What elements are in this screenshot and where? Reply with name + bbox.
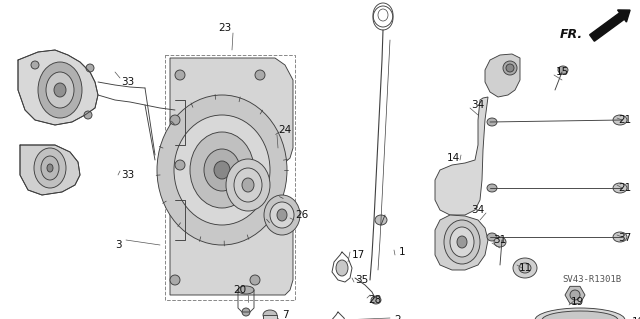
Ellipse shape: [46, 72, 74, 108]
Ellipse shape: [175, 70, 185, 80]
Text: 20: 20: [234, 285, 246, 295]
Text: 28: 28: [369, 295, 381, 305]
Text: 11: 11: [518, 263, 532, 273]
Ellipse shape: [204, 149, 240, 191]
Ellipse shape: [226, 159, 270, 211]
Ellipse shape: [613, 183, 627, 193]
Text: 23: 23: [218, 23, 232, 33]
Text: 35: 35: [355, 275, 369, 285]
Ellipse shape: [487, 233, 497, 241]
Text: 37: 37: [618, 233, 632, 243]
Ellipse shape: [444, 220, 480, 264]
Ellipse shape: [214, 161, 230, 179]
Text: 19: 19: [570, 297, 584, 307]
Polygon shape: [485, 54, 520, 97]
Ellipse shape: [535, 308, 625, 319]
Ellipse shape: [503, 61, 517, 75]
Ellipse shape: [34, 148, 66, 188]
Ellipse shape: [250, 275, 260, 285]
Ellipse shape: [41, 156, 59, 180]
Ellipse shape: [494, 237, 506, 247]
Text: 7: 7: [282, 310, 288, 319]
Text: 21: 21: [618, 115, 632, 125]
Text: 26: 26: [296, 210, 308, 220]
Text: 18: 18: [632, 317, 640, 319]
Ellipse shape: [174, 115, 270, 225]
Polygon shape: [170, 58, 293, 295]
Ellipse shape: [175, 160, 185, 170]
Text: 3: 3: [115, 240, 122, 250]
Ellipse shape: [157, 95, 287, 245]
Ellipse shape: [84, 111, 92, 119]
Ellipse shape: [487, 118, 497, 126]
Ellipse shape: [170, 275, 180, 285]
Text: FR.: FR.: [560, 28, 583, 41]
Ellipse shape: [375, 215, 387, 225]
Ellipse shape: [613, 115, 627, 125]
Bar: [263, 315, 277, 319]
Text: 15: 15: [556, 67, 568, 77]
Ellipse shape: [255, 70, 265, 80]
Ellipse shape: [264, 195, 300, 235]
Ellipse shape: [234, 168, 262, 202]
Ellipse shape: [277, 209, 287, 221]
Text: 31: 31: [493, 235, 507, 245]
Ellipse shape: [263, 310, 277, 319]
FancyArrow shape: [589, 10, 630, 41]
Ellipse shape: [238, 286, 254, 294]
Ellipse shape: [170, 115, 180, 125]
Ellipse shape: [38, 62, 82, 118]
Polygon shape: [435, 97, 488, 215]
Text: SV43-R1301B: SV43-R1301B: [563, 276, 621, 285]
Ellipse shape: [242, 308, 250, 316]
Ellipse shape: [450, 227, 474, 257]
Ellipse shape: [457, 236, 467, 248]
Ellipse shape: [513, 258, 537, 278]
Ellipse shape: [190, 132, 254, 208]
Ellipse shape: [47, 164, 53, 172]
Ellipse shape: [31, 61, 39, 69]
Ellipse shape: [371, 296, 381, 304]
Ellipse shape: [270, 202, 294, 228]
Text: 2: 2: [395, 315, 401, 319]
Ellipse shape: [506, 64, 514, 72]
Ellipse shape: [487, 184, 497, 192]
Ellipse shape: [519, 263, 531, 273]
Polygon shape: [435, 215, 488, 270]
Text: 34: 34: [472, 100, 484, 110]
Text: 34: 34: [472, 205, 484, 215]
Text: 1: 1: [399, 247, 405, 257]
Ellipse shape: [542, 311, 618, 319]
Text: 24: 24: [278, 125, 292, 135]
Text: 14: 14: [446, 153, 460, 163]
Text: 33: 33: [122, 170, 134, 180]
Ellipse shape: [54, 83, 66, 97]
Polygon shape: [20, 145, 80, 195]
Text: 17: 17: [351, 250, 365, 260]
Polygon shape: [565, 286, 585, 304]
Ellipse shape: [570, 290, 580, 300]
Ellipse shape: [242, 178, 254, 192]
Ellipse shape: [86, 64, 94, 72]
Text: 21: 21: [618, 183, 632, 193]
Polygon shape: [18, 50, 98, 125]
Ellipse shape: [613, 232, 627, 242]
Ellipse shape: [558, 66, 568, 74]
Text: 33: 33: [122, 77, 134, 87]
Ellipse shape: [336, 260, 348, 276]
